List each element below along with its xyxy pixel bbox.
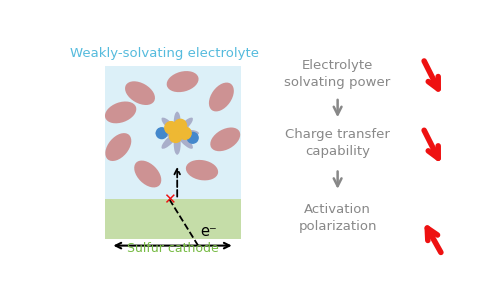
Circle shape <box>156 128 167 139</box>
Circle shape <box>165 122 177 134</box>
Ellipse shape <box>174 112 180 133</box>
Text: Charge transfer
capability: Charge transfer capability <box>285 128 390 158</box>
Ellipse shape <box>162 118 178 134</box>
Ellipse shape <box>105 101 136 123</box>
Ellipse shape <box>156 130 177 137</box>
Circle shape <box>188 132 198 143</box>
Text: Activation
polarization: Activation polarization <box>298 203 377 233</box>
Ellipse shape <box>177 133 193 149</box>
Ellipse shape <box>177 130 199 137</box>
Text: Sulfur cathode: Sulfur cathode <box>126 242 218 255</box>
Ellipse shape <box>134 160 162 187</box>
Ellipse shape <box>162 133 178 149</box>
Ellipse shape <box>106 133 132 161</box>
Ellipse shape <box>209 83 234 112</box>
Ellipse shape <box>166 71 198 92</box>
FancyBboxPatch shape <box>105 199 241 240</box>
Text: ✕: ✕ <box>163 192 176 207</box>
Circle shape <box>174 119 186 132</box>
Ellipse shape <box>177 118 193 134</box>
Ellipse shape <box>210 127 240 151</box>
Ellipse shape <box>174 133 180 155</box>
Circle shape <box>170 130 182 142</box>
Circle shape <box>179 127 191 139</box>
Ellipse shape <box>186 160 218 181</box>
Text: e⁻: e⁻ <box>200 224 217 240</box>
Ellipse shape <box>125 81 155 105</box>
Text: Weakly-solvating electrolyte: Weakly-solvating electrolyte <box>70 47 259 60</box>
Text: Electrolyte
solvating power: Electrolyte solvating power <box>284 59 391 89</box>
FancyBboxPatch shape <box>105 66 241 240</box>
